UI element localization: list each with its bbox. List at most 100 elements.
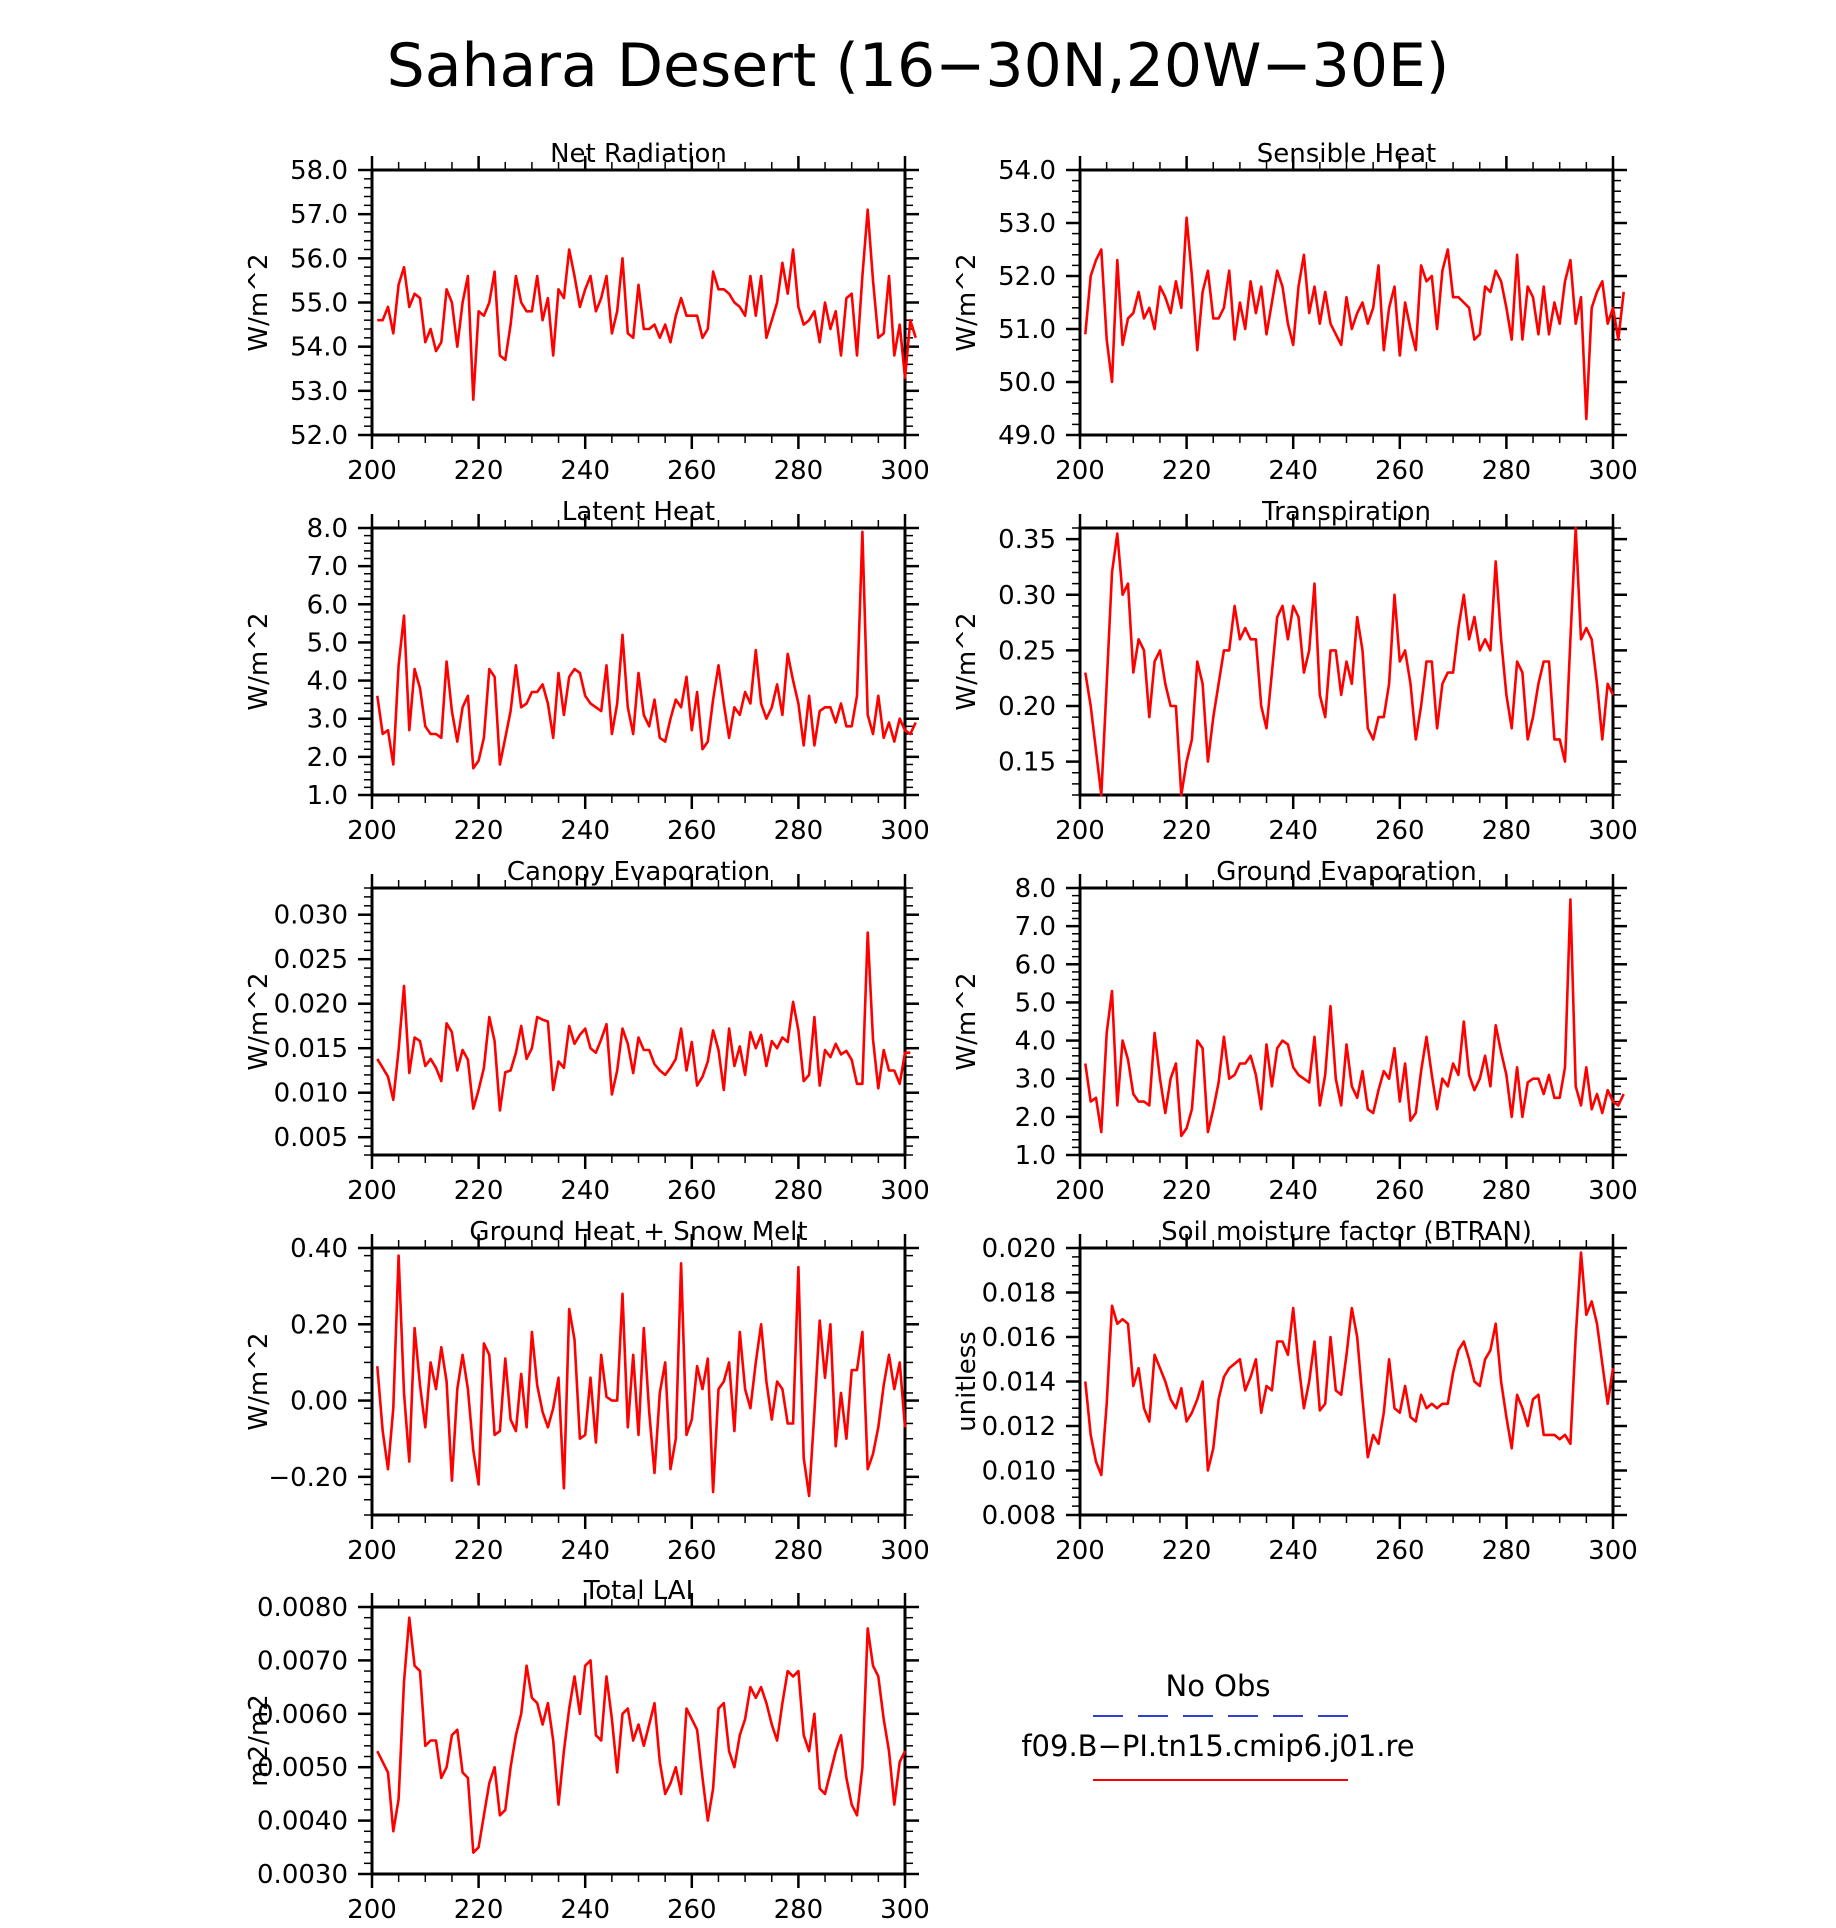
y-tick-label: 0.15 bbox=[998, 748, 1056, 778]
y-tick-label: 0.20 bbox=[998, 692, 1056, 722]
y-tick-label: 7.0 bbox=[307, 552, 348, 582]
plot-frame bbox=[1078, 1246, 1615, 1517]
series-line bbox=[1084, 898, 1625, 1138]
panel-title: Soil moisture factor (BTRAN) bbox=[1161, 1217, 1532, 1247]
series-line bbox=[376, 1254, 907, 1498]
panel-7: 0.008 0.010 0.012 0.014 0.016 0.018 0.020 200 22… bbox=[952, 1217, 1638, 1566]
x-tick-label: 300 bbox=[880, 1176, 930, 1206]
y-axis-label: m2/m2 bbox=[244, 1694, 274, 1787]
x-tick-label: 240 bbox=[560, 1176, 610, 1206]
plot-frame bbox=[370, 526, 907, 797]
y-tick-label: 0.030 bbox=[274, 901, 348, 931]
x-tick-label: 260 bbox=[1375, 1536, 1425, 1566]
x-tick-label: 300 bbox=[880, 816, 930, 846]
x-tick-label: 300 bbox=[880, 1536, 930, 1566]
x-tick-label: 260 bbox=[1375, 456, 1425, 486]
x-tick-label: 220 bbox=[454, 1176, 504, 1206]
y-tick-label: 8.0 bbox=[307, 514, 348, 544]
series-line bbox=[376, 1616, 907, 1854]
plot-frame bbox=[370, 886, 907, 1157]
y-tick-label: −0.20 bbox=[268, 1463, 348, 1493]
panel-title: Ground Evaporation bbox=[1216, 857, 1476, 887]
y-tick-label: 0.40 bbox=[290, 1234, 348, 1264]
y-tick-label: 4.0 bbox=[1015, 1027, 1056, 1057]
y-tick-label: 2.0 bbox=[307, 743, 348, 773]
y-tick-label: 55.0 bbox=[290, 289, 348, 319]
x-tick-label: 260 bbox=[1375, 1176, 1425, 1206]
panel-title: Total LAI bbox=[583, 1576, 694, 1606]
panel-title: Net Radiation bbox=[550, 139, 727, 169]
panel-title: Canopy Evaporation bbox=[507, 857, 770, 887]
y-tick-label: 0.0030 bbox=[257, 1860, 348, 1890]
panel-2: 1.0 2.0 3.0 4.0 5.0 6.0 7.0 8.0 200 220 240 260 280 3… bbox=[244, 497, 930, 846]
panel-5: 1.0 2.0 3.0 4.0 5.0 6.0 7.0 8.0 200 220 240 260 280 3… bbox=[952, 857, 1638, 1206]
y-tick-label: 0.012 bbox=[982, 1412, 1056, 1442]
x-tick-label: 240 bbox=[560, 1895, 610, 1925]
y-tick-label: 50.0 bbox=[998, 368, 1056, 398]
y-tick-label: 57.0 bbox=[290, 200, 348, 230]
x-tick-label: 220 bbox=[454, 1895, 504, 1925]
panels: 52.0 53.0 54.0 55.0 56.0 57.0 58.0 200 220 240 260… bbox=[244, 139, 1638, 1925]
y-tick-label: 0.020 bbox=[274, 990, 348, 1020]
y-tick-label: 0.0070 bbox=[257, 1646, 348, 1676]
panel-1: 49.0 50.0 51.0 52.0 53.0 54.0 200 220 240 260 280 3… bbox=[952, 139, 1638, 486]
y-tick-label: 6.0 bbox=[1015, 950, 1056, 980]
x-tick-label: 220 bbox=[1162, 1536, 1212, 1566]
x-tick-label: 220 bbox=[1162, 456, 1212, 486]
y-tick-label: 51.0 bbox=[998, 315, 1056, 345]
panel-8: 0.0030 0.0040 0.0050 0.0060 0.0070 0.0080 200 2… bbox=[244, 1576, 930, 1925]
x-tick-label: 280 bbox=[1482, 456, 1532, 486]
x-tick-label: 200 bbox=[347, 1176, 397, 1206]
x-tick-label: 300 bbox=[1588, 816, 1638, 846]
x-tick-label: 200 bbox=[1055, 456, 1105, 486]
y-axis-label: W/m^2 bbox=[244, 612, 274, 710]
panel-title: Sensible Heat bbox=[1257, 139, 1436, 169]
y-tick-label: 0.0060 bbox=[257, 1700, 348, 1730]
y-tick-label: 0.014 bbox=[982, 1368, 1056, 1398]
series-line bbox=[1084, 526, 1615, 797]
x-tick-label: 200 bbox=[347, 1895, 397, 1925]
x-tick-label: 300 bbox=[880, 1895, 930, 1925]
y-tick-label: 0.010 bbox=[982, 1457, 1056, 1487]
y-tick-label: 2.0 bbox=[1015, 1103, 1056, 1133]
x-tick-label: 260 bbox=[1375, 816, 1425, 846]
y-tick-label: 54.0 bbox=[290, 333, 348, 363]
y-axis-label: W/m^2 bbox=[952, 612, 982, 710]
y-tick-label: 0.016 bbox=[982, 1323, 1056, 1353]
y-tick-label: 0.015 bbox=[274, 1034, 348, 1064]
y-tick-label: 8.0 bbox=[1015, 874, 1056, 904]
plot-frame bbox=[1078, 886, 1615, 1157]
y-tick-label: 0.00 bbox=[290, 1387, 348, 1417]
y-tick-label: 0.025 bbox=[274, 945, 348, 975]
x-tick-label: 220 bbox=[454, 1536, 504, 1566]
x-tick-label: 200 bbox=[1055, 1536, 1105, 1566]
figure-title: Sahara Desert (16−30N,20W−30E) bbox=[387, 31, 1450, 101]
y-tick-label: 56.0 bbox=[290, 244, 348, 274]
y-tick-label: 0.0080 bbox=[257, 1593, 348, 1623]
y-tick-label: 0.005 bbox=[274, 1123, 348, 1153]
y-axis-label: W/m^2 bbox=[244, 253, 274, 351]
y-tick-label: 0.35 bbox=[998, 525, 1056, 555]
y-axis-label: W/m^2 bbox=[244, 1332, 274, 1430]
y-tick-label: 54.0 bbox=[998, 156, 1056, 186]
x-tick-label: 240 bbox=[1268, 816, 1318, 846]
x-tick-label: 280 bbox=[774, 1895, 824, 1925]
x-tick-label: 280 bbox=[1482, 816, 1532, 846]
x-tick-label: 300 bbox=[880, 456, 930, 486]
y-tick-label: 52.0 bbox=[998, 262, 1056, 292]
y-tick-label: 53.0 bbox=[998, 209, 1056, 239]
y-tick-label: 3.0 bbox=[307, 705, 348, 735]
x-tick-label: 300 bbox=[1588, 1176, 1638, 1206]
legend: No Obs f09.B−PI.tn15.cmip6.j01.re bbox=[1021, 1669, 1415, 1781]
x-tick-label: 220 bbox=[1162, 816, 1212, 846]
y-tick-label: 3.0 bbox=[1015, 1065, 1056, 1095]
x-tick-label: 280 bbox=[774, 456, 824, 486]
x-tick-label: 200 bbox=[347, 1536, 397, 1566]
y-axis-label: W/m^2 bbox=[244, 972, 274, 1070]
panel-title: Transpiration bbox=[1261, 497, 1431, 527]
x-tick-label: 220 bbox=[454, 456, 504, 486]
y-tick-label: 5.0 bbox=[1015, 988, 1056, 1018]
panel-6: −0.20 0.00 0.20 0.40 200 220 240 260 280 300 Groun… bbox=[244, 1217, 930, 1566]
panel-title: Latent Heat bbox=[562, 497, 715, 527]
x-tick-label: 220 bbox=[454, 816, 504, 846]
